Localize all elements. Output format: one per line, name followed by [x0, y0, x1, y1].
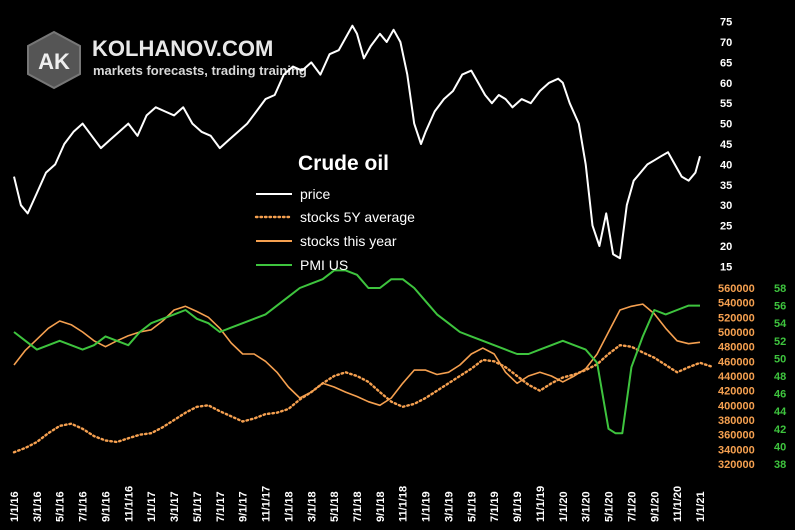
chart-title: Crude oil: [298, 152, 390, 175]
x-tick-label: 3/1/17: [169, 491, 181, 522]
legend-price-label: price: [300, 186, 331, 202]
ak-logo: AK: [24, 30, 84, 90]
pmi-tick-label: 56: [774, 301, 786, 313]
logo-initials: AK: [38, 49, 70, 74]
pmi-tick-label: 44: [774, 406, 787, 418]
pmi-tick-label: 38: [774, 459, 786, 471]
stocks-tick-label: 480000: [718, 342, 755, 354]
logo-name: KOLHANOV.COM: [92, 36, 274, 61]
x-tick-label: 3/1/20: [581, 491, 593, 522]
stocks-tick-label: 340000: [718, 444, 755, 456]
series-stocks-5y-average-line: [12, 344, 713, 454]
x-tick-label: 11/1/19: [535, 486, 547, 522]
x-tick-label: 11/1/18: [398, 486, 410, 522]
x-tick-label: 11/1/20: [672, 486, 684, 522]
stocks-tick-label: 320000: [718, 459, 755, 471]
x-tick-label: 9/1/20: [649, 491, 661, 522]
x-tick-label: 5/1/20: [604, 491, 616, 522]
legend-stocks-year-label: stocks this year: [300, 233, 397, 249]
stocks-tick-label: 440000: [718, 371, 755, 383]
price-tick-label: 75: [720, 17, 732, 29]
x-tick-label: 1/1/21: [695, 491, 707, 522]
stocks-tick-label: 420000: [718, 386, 755, 398]
pmi-tick-label: 46: [774, 389, 786, 401]
x-tick-label: 5/1/16: [55, 491, 67, 522]
price-tick-label: 60: [720, 78, 732, 90]
stocks-tick-label: 360000: [718, 430, 755, 442]
pmi-tick-label: 48: [774, 371, 786, 383]
x-tick-label: 9/1/18: [375, 491, 387, 522]
pmi-tick-label: 54: [774, 318, 787, 330]
pmi-tick-label: 52: [774, 336, 786, 348]
x-tick-label: 5/1/18: [329, 491, 341, 522]
price-tick-label: 20: [720, 241, 732, 253]
x-tick-label: 1/1/18: [283, 491, 295, 522]
series-price-line: [13, 24, 701, 260]
stocks-tick-label: 400000: [718, 400, 755, 412]
price-tick-label: 40: [720, 159, 732, 171]
x-tick-label: 7/1/18: [352, 491, 364, 522]
stocks-tick-label: 380000: [718, 415, 755, 427]
series-stocks-this-year-line: [13, 303, 701, 407]
series-pmi-us-line: [13, 269, 700, 435]
x-tick-label: 9/1/16: [100, 491, 112, 522]
x-tick-label: 3/1/18: [306, 491, 318, 522]
stocks-tick-label: 540000: [718, 298, 755, 310]
stocks-tick-label: 460000: [718, 356, 755, 368]
x-tick-label: 7/1/19: [489, 491, 501, 522]
x-tick-label: 7/1/20: [626, 491, 638, 522]
x-tick-label: 7/1/16: [78, 491, 90, 522]
logo-tagline: markets forecasts, trading training: [93, 63, 307, 78]
price-tick-label: 15: [720, 261, 732, 273]
pmi-tick-label: 50: [774, 353, 786, 365]
x-tick-label: 11/1/16: [123, 486, 135, 522]
pmi-tick-label: 42: [774, 424, 786, 436]
x-tick-label: 3/1/16: [32, 491, 44, 522]
price-tick-label: 45: [720, 139, 732, 151]
price-tick-label: 55: [720, 98, 732, 110]
x-tick-label: 7/1/17: [215, 491, 227, 522]
stocks-tick-label: 500000: [718, 327, 755, 339]
x-tick-label: 5/1/17: [192, 491, 204, 522]
price-tick-label: 30: [720, 200, 732, 212]
x-tick-label: 5/1/19: [466, 491, 478, 522]
pmi-tick-label: 58: [774, 283, 786, 295]
stocks-tick-label: 560000: [718, 283, 755, 295]
legend-stocks-avg-label: stocks 5Y average: [300, 209, 415, 225]
x-tick-label: 1/1/17: [146, 491, 158, 522]
legend-pmi-label: PMI US: [300, 257, 349, 273]
price-tick-label: 70: [720, 37, 732, 49]
price-tick-label: 35: [720, 180, 732, 192]
stocks-tick-label: 520000: [718, 312, 755, 324]
x-tick-label: 1/1/20: [558, 491, 570, 522]
price-tick-label: 50: [720, 119, 732, 131]
x-tick-label: 1/1/19: [421, 491, 433, 522]
x-tick-label: 9/1/17: [238, 491, 250, 522]
x-tick-label: 9/1/19: [512, 491, 524, 522]
x-tick-label: 1/1/16: [9, 491, 21, 522]
x-tick-label: 3/1/19: [443, 491, 455, 522]
x-tick-label: 11/1/17: [261, 486, 273, 522]
pmi-tick-label: 40: [774, 441, 786, 453]
price-tick-label: 25: [720, 221, 732, 233]
price-tick-label: 65: [720, 57, 732, 69]
